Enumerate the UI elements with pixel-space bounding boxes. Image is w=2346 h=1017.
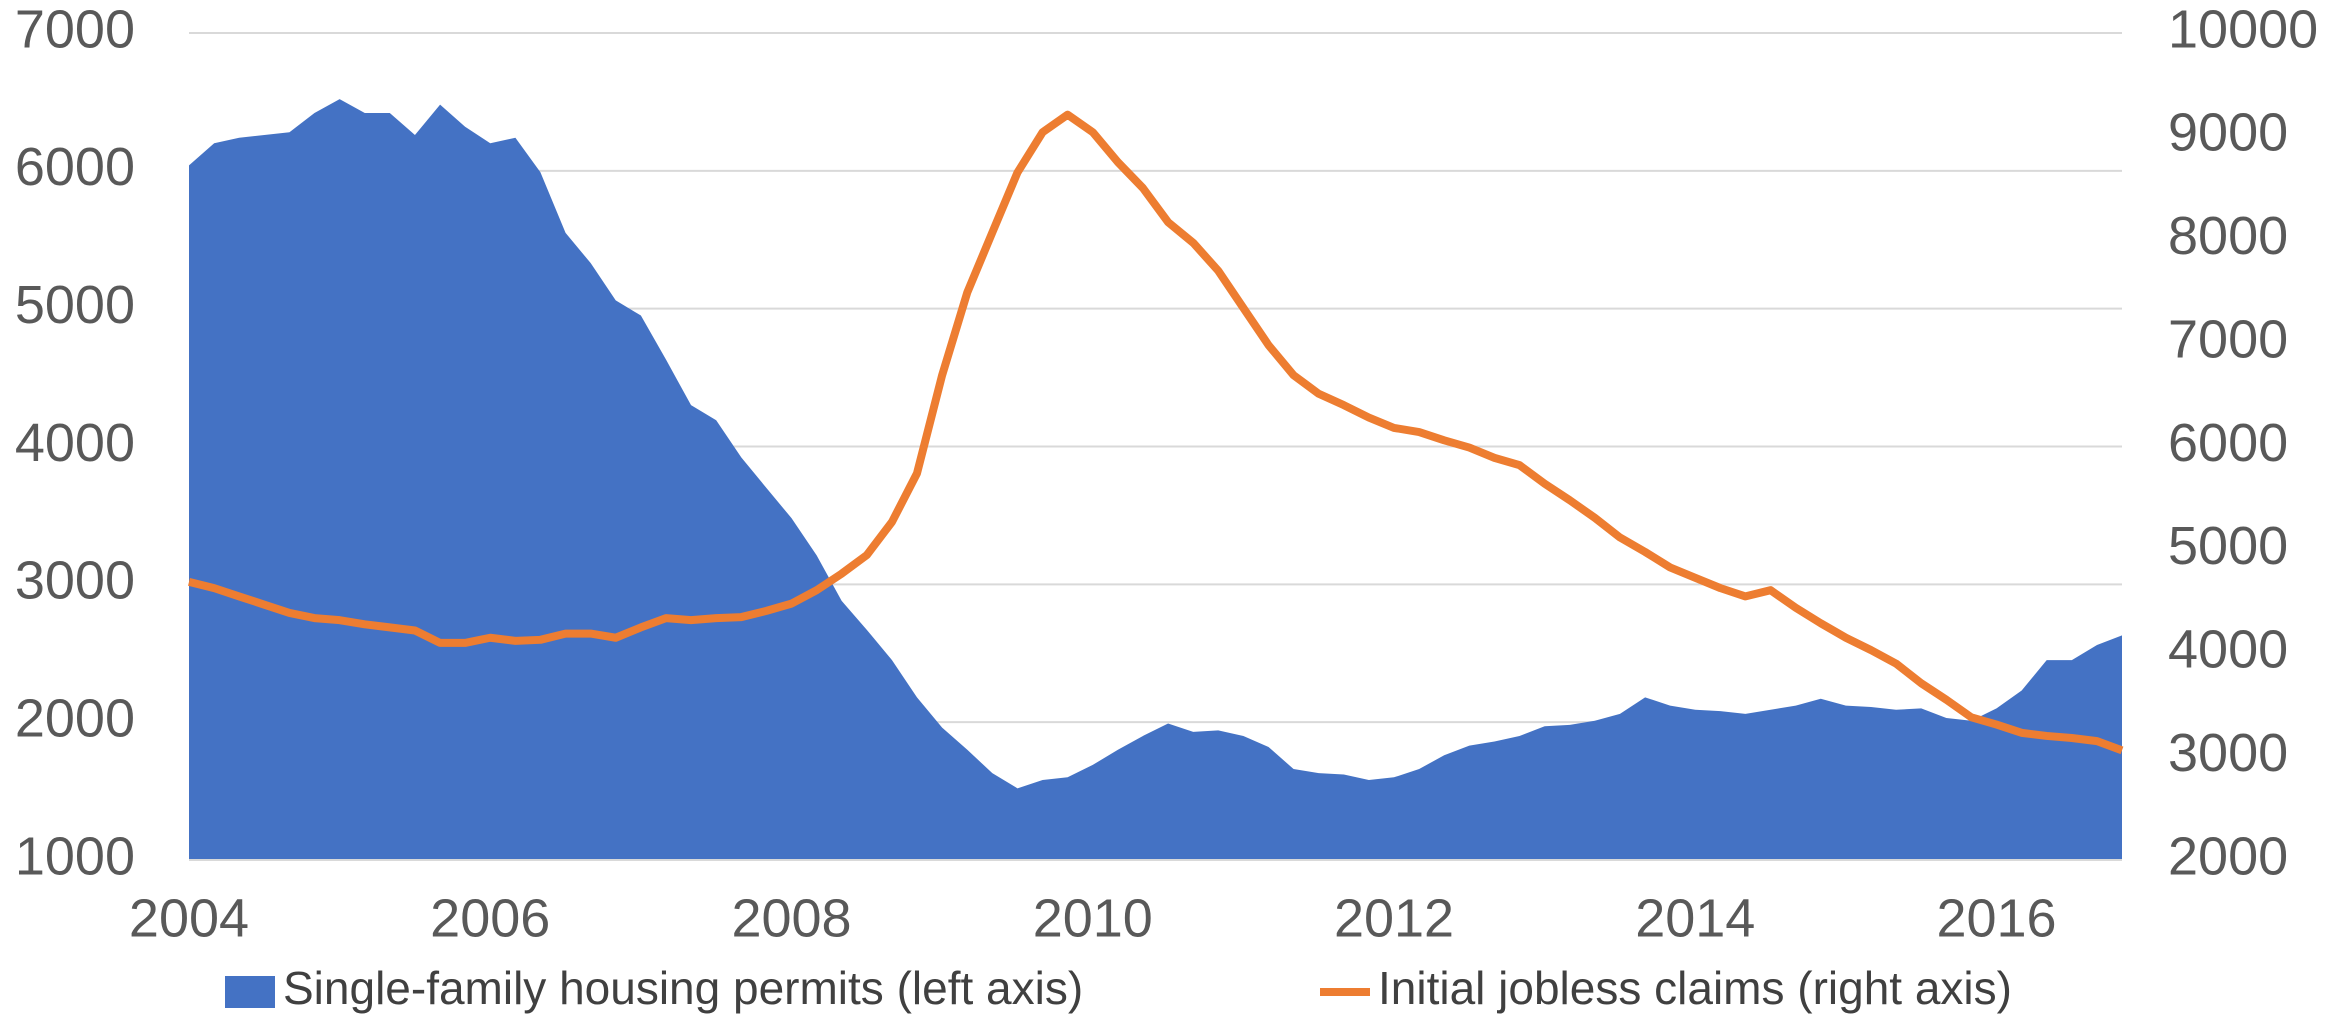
y2-tick-label: 4000: [2168, 620, 2288, 680]
x-tick-label: 2008: [731, 888, 851, 948]
x-tick-label: 2004: [129, 888, 249, 948]
area: [189, 99, 2122, 860]
x-tick-label: 2010: [1033, 888, 1153, 948]
y2-tick-label: 7000: [2168, 309, 2288, 369]
y-tick-label: 7000: [15, 0, 135, 59]
line: [188, 110, 2124, 755]
y2-tick-label: 9000: [2168, 103, 2288, 163]
y2-tick-label: 8000: [2168, 206, 2288, 266]
y-tick-label: 6000: [15, 137, 135, 197]
legend-swatch: [225, 976, 275, 1008]
y-tick-label: 1000: [15, 826, 135, 886]
y2-tick-label: 5000: [2168, 516, 2288, 576]
y-tick-label: 2000: [15, 688, 135, 748]
y-tick-label: 5000: [15, 275, 135, 335]
x-tick-label: 2006: [430, 888, 550, 948]
y2-tick-label: 6000: [2168, 413, 2288, 473]
y2-tick-label: 10000: [2168, 0, 2318, 59]
x-tick-label: 2016: [1936, 888, 2056, 948]
legend-label: Single-family housing permits (left axis…: [283, 962, 1083, 1014]
y-tick-label: 3000: [15, 551, 135, 611]
y2-tick-label: 3000: [2168, 723, 2288, 783]
y-tick-label: 4000: [15, 413, 135, 473]
legend-label: Initial jobless claims (right axis): [1378, 962, 2012, 1014]
x-tick-label: 2014: [1635, 888, 1755, 948]
x-tick-label: 2012: [1334, 888, 1454, 948]
y2-tick-label: 2000: [2168, 826, 2288, 886]
